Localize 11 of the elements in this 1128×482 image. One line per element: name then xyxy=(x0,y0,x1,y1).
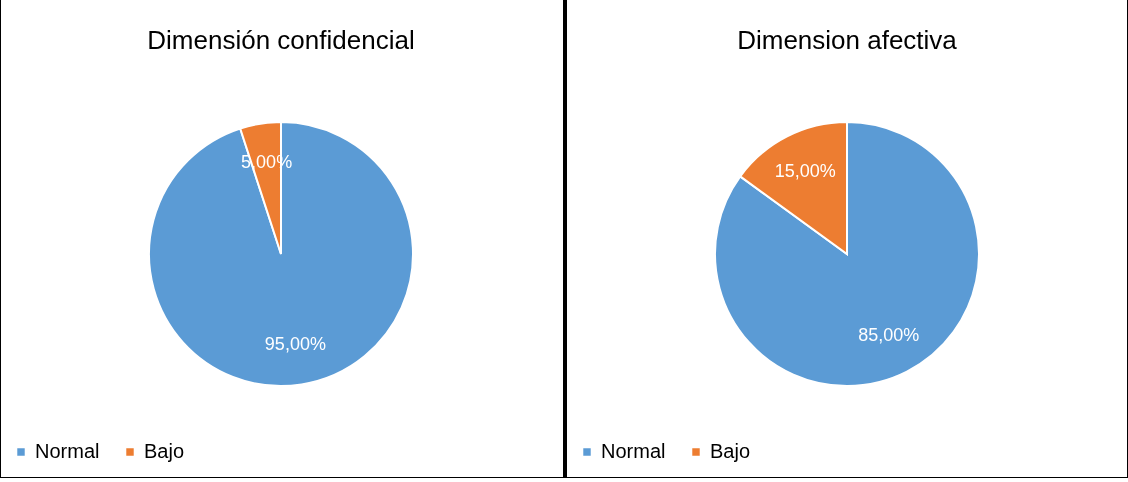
legend-label: Bajo xyxy=(144,440,185,462)
legend-label: Normal xyxy=(600,440,665,462)
chart-title: Dimension afectiva xyxy=(736,25,957,55)
pie-slice xyxy=(713,121,980,387)
legend-label: Bajo xyxy=(709,440,750,462)
chart-title: Dimensión confidencial xyxy=(147,25,415,55)
legend-label: Normal xyxy=(35,440,100,462)
data-label: 95,00% xyxy=(264,333,326,354)
data-label: 15,00% xyxy=(774,161,836,182)
data-label: 85,00% xyxy=(857,324,919,345)
pie-slice xyxy=(148,121,414,387)
